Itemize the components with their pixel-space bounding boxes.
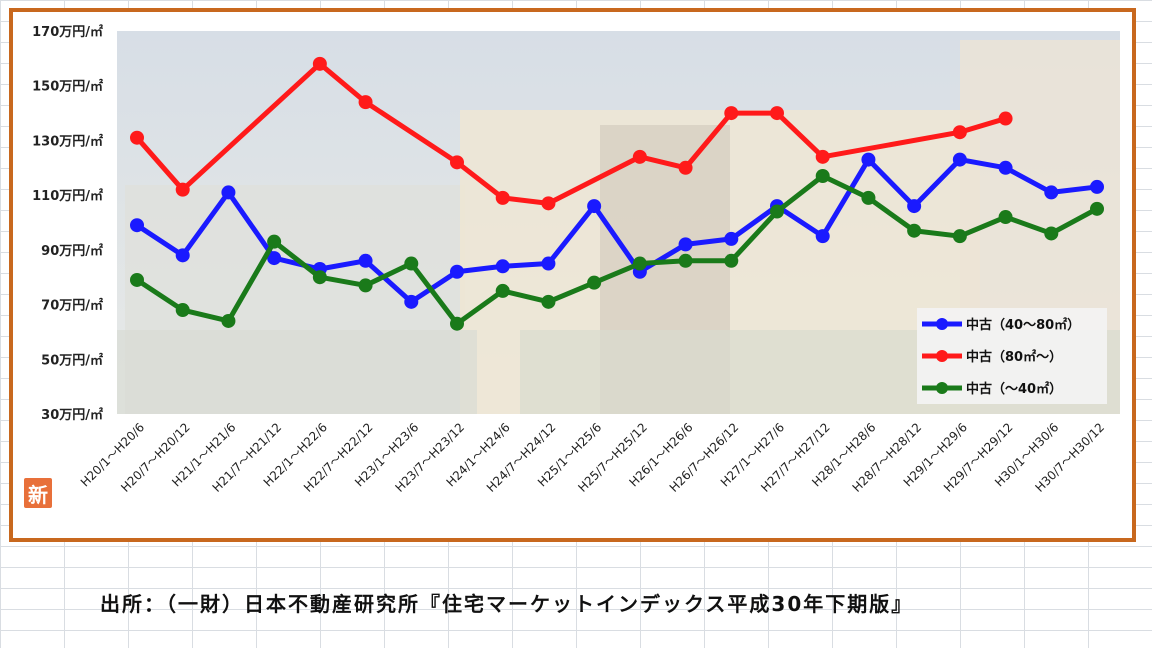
data-point [267,251,282,266]
data-point [952,152,967,167]
data-point [907,199,922,214]
data-point [312,56,327,71]
source-caption: 出所：（一財）日本不動産研究所『住宅マーケットインデックス平成30年下期版』 [100,592,914,616]
data-point [175,182,190,197]
y-tick-label: 110万円/㎡ [32,188,103,204]
data-point [678,253,693,268]
data-point [175,248,190,263]
data-point [998,210,1013,225]
data-point [952,125,967,140]
data-point [450,264,464,279]
data-point [678,160,693,175]
legend: 中古（40～80㎡） 中古（80㎡～） 中古（～40㎡） [917,308,1107,404]
data-point [861,190,876,205]
series-line [134,61,1009,206]
data-point [358,278,373,293]
data-point [770,106,784,121]
data-point [815,229,830,244]
y-tick-label: 30万円/㎡ [41,407,103,423]
data-point [998,111,1013,126]
legend-swatch-marker [936,318,948,330]
y-tick-label: 130万円/㎡ [32,133,103,149]
series-layer [130,56,1104,331]
data-point [815,168,830,183]
data-point [998,160,1013,175]
legend-swatch-marker [936,382,948,394]
data-point [175,303,190,318]
data-point [541,294,556,309]
y-tick-label: 70万円/㎡ [41,298,103,314]
data-point [130,272,144,287]
data-point [907,223,922,238]
data-point [267,234,282,249]
data-point [1090,201,1104,216]
data-point [404,294,419,309]
data-point [495,190,510,205]
data-point [587,275,602,290]
data-point [815,149,830,164]
y-tick-label: 170万円/㎡ [32,24,103,40]
data-point [724,253,739,268]
y-tick-label: 150万円/㎡ [32,79,103,95]
legend-swatch-marker [936,350,948,362]
y-tick-label: 90万円/㎡ [41,243,103,259]
data-point [952,229,967,244]
data-point [541,256,556,271]
new-badge: 新 [24,478,52,508]
data-point [632,149,647,164]
data-point [358,95,373,110]
data-point [587,199,602,214]
series-line [134,173,1100,327]
x-axis: H20/1～H20/6H20/7～H20/12H21/1～H21/6H21/7～… [78,420,1107,495]
legend-label: 中古（80㎡～） [966,349,1062,365]
data-point [678,237,693,252]
data-point [130,130,144,145]
data-point [1044,226,1059,241]
data-point [404,256,419,271]
data-point [861,152,876,167]
data-point [770,204,784,219]
series-line [134,157,1100,305]
legend-label: 中古（40～80㎡） [966,317,1080,333]
data-point [1044,185,1059,200]
data-point [541,196,556,211]
data-point [724,231,739,246]
data-point [358,253,373,268]
data-point [221,185,236,200]
data-point [130,218,144,233]
data-point [1090,179,1104,194]
data-point [495,283,510,298]
y-axis: 170万円/㎡ 150万円/㎡ 130万円/㎡ 110万円/㎡ 90万円/㎡ 70万円/㎡… [32,24,103,423]
data-point [724,106,739,121]
data-point [495,259,510,274]
y-tick-label: 50万円/㎡ [41,352,103,368]
data-point [221,313,236,328]
data-point [632,256,647,271]
data-point [450,155,464,170]
data-point [312,270,327,285]
data-point [450,316,464,331]
legend-label: 中古（～40㎡） [966,381,1062,397]
